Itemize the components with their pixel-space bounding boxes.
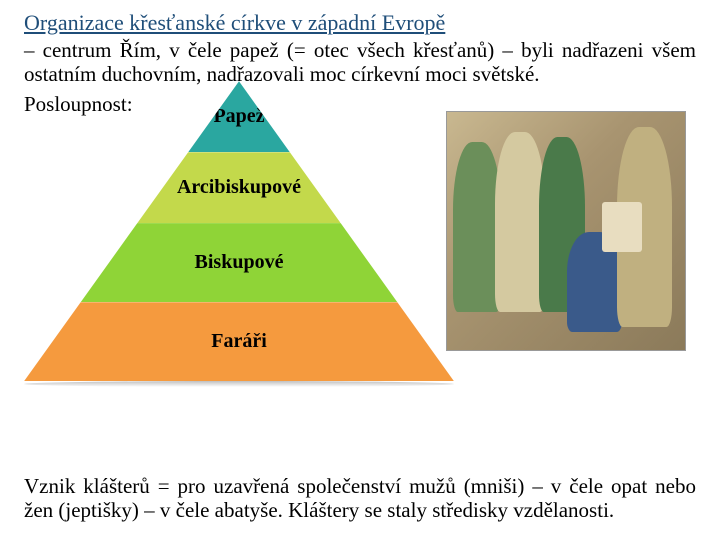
hierarchy-pyramid: Papež Arcibiskupové Biskupové Faráři (24, 81, 454, 381)
content-row: Papež Arcibiskupové Biskupové Faráři (24, 81, 696, 381)
figure-1 (495, 132, 545, 312)
coronation-illustration (446, 111, 686, 351)
book-shape (602, 202, 642, 252)
pyramid-tier-label: Papež (213, 105, 264, 128)
figure-0 (453, 142, 501, 312)
pyramid-tier-0: Papež (188, 81, 290, 152)
pyramid-shadow (24, 381, 454, 387)
page-title: Organizace křesťanské církve v západní E… (24, 10, 696, 36)
pyramid-tier-2: Biskupové (81, 223, 398, 302)
intro-paragraph: – centrum Řím, v čele papež (= otec všec… (24, 38, 696, 86)
pyramid-tier-1: Arcibiskupové (137, 152, 340, 223)
pyramid-tier-label: Arcibiskupové (177, 176, 301, 199)
pyramid-tier-label: Biskupové (195, 251, 284, 274)
pyramid-tier-label: Faráři (211, 330, 267, 353)
pyramid-tier-3: Faráři (24, 302, 454, 381)
footer-paragraph: Vznik klášterů = pro uzavřená společenst… (24, 474, 696, 522)
